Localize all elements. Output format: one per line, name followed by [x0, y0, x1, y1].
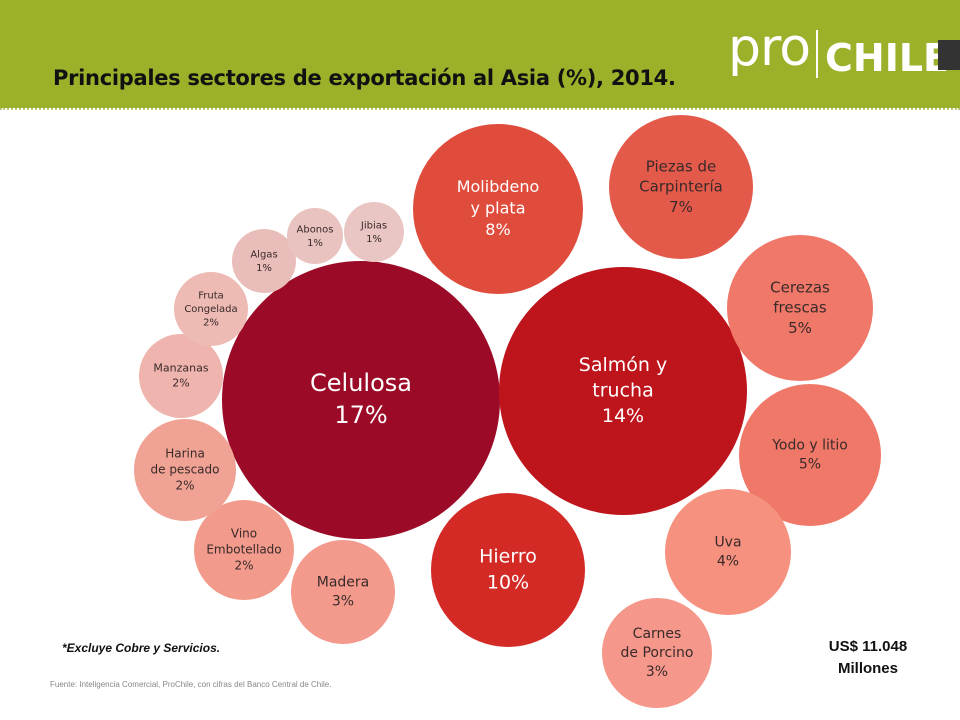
bubble-value-label: 3%: [332, 593, 354, 609]
bubble-circle: [739, 384, 881, 526]
bubble-value-label: 2%: [175, 479, 194, 493]
bubble-category-label: Vino: [231, 526, 257, 540]
bubble-category-label: de Porcino: [621, 645, 694, 661]
footnote: *Excluye Cobre y Servicios.: [62, 641, 221, 655]
bubble-circle: [134, 419, 236, 521]
total-amount: US$ 11.048: [828, 638, 908, 655]
bubble-4: Piezas de Carpintería 7%: [609, 115, 753, 259]
bubble-13: Fruta Congelada 2%: [174, 272, 248, 346]
bubble-circle: [499, 267, 747, 515]
bubble-category-label: de pescado: [151, 463, 220, 477]
logo-text-pro: pro: [728, 18, 811, 78]
bubble-circle: [174, 272, 248, 346]
bubble-category-label: Cerezas: [770, 278, 830, 296]
chart-title: Principales sectores de exportación al A…: [53, 66, 676, 90]
bubble-category-label: Piezas de: [646, 157, 717, 175]
bubble-category-label: Algas: [250, 249, 277, 260]
bubble-1: Salmón y trucha 14%: [499, 267, 747, 515]
bubble-circle: [609, 115, 753, 259]
bubble-value-label: 5%: [788, 319, 812, 337]
bubble-14: Algas 1%: [232, 229, 296, 293]
bubble-category-label: Harina: [165, 446, 205, 460]
bubble-category-label: Uva: [714, 535, 741, 551]
bubble-category-label: Yodo y litio: [771, 438, 848, 454]
bubble-16: Jibias 1%: [344, 202, 404, 262]
bubble-value-label: 5%: [799, 456, 821, 472]
bubble-value-label: 1%: [256, 263, 272, 274]
bubble-category-label: Abonos: [297, 224, 334, 235]
bubble-8: Carnes de Porcino 3%: [602, 598, 712, 708]
bubble-circle: [194, 500, 294, 600]
bubble-circle: [291, 540, 395, 644]
bubble-0: Celulosa 17%: [222, 261, 500, 539]
bubble-category-label: trucha: [592, 380, 653, 402]
bubble-circle: [222, 261, 500, 539]
bubble-value-label: 17%: [334, 401, 387, 429]
bubble-category-label: Molibdeno: [457, 177, 540, 196]
bubble-6: Yodo y litio 5%: [739, 384, 881, 526]
bubble-value-label: 4%: [717, 553, 739, 569]
logo-square-icon: [938, 40, 960, 70]
bubble-value-label: 2%: [203, 318, 219, 329]
bubble-category-label: Manzanas: [153, 362, 208, 375]
bubble-circle: [344, 202, 404, 262]
bubble-value-label: 3%: [646, 664, 668, 680]
bubble-category-label: Fruta: [198, 291, 224, 302]
bubble-10: Vino Embotellado 2%: [194, 500, 294, 600]
bubble-11: Harina de pescado 2%: [134, 419, 236, 521]
prochile-logo: pro CHILE: [728, 18, 960, 82]
total-value: US$ 11.048 Millones: [800, 636, 936, 680]
bubble-value-label: 14%: [602, 405, 644, 427]
bubble-value-label: 2%: [172, 376, 189, 389]
bubble-circle: [139, 334, 223, 418]
bubble-circle: [287, 208, 343, 264]
bubble-circle: [727, 235, 873, 381]
bubble-3: Molibdeno y plata 8%: [413, 124, 583, 294]
bubble-value-label: 2%: [234, 559, 253, 573]
logo-text-chile: CHILE: [825, 36, 950, 80]
bubble-category-label: frescas: [773, 299, 827, 317]
bubble-circle: [413, 124, 583, 294]
bubble-15: Abonos 1%: [287, 208, 343, 264]
source-note: Fuente: Inteligencia Comercial, ProChile…: [50, 680, 332, 689]
bubble-2: Hierro 10%: [431, 493, 585, 647]
bubble-5: Cerezas frescas 5%: [727, 235, 873, 381]
bubble-7: Uva 4%: [665, 489, 791, 615]
bubble-value-label: 7%: [669, 198, 693, 216]
logo-divider: [816, 30, 818, 78]
bubble-value-label: 8%: [485, 220, 510, 239]
bubble-value-label: 10%: [487, 571, 529, 593]
bubble-circle: [232, 229, 296, 293]
bubble-category-label: Embotellado: [206, 543, 281, 557]
bubble-circle: [602, 598, 712, 708]
bubble-category-label: Congelada: [184, 304, 237, 315]
header-divider: [0, 108, 960, 110]
bubble-category-label: Carpintería: [639, 178, 723, 196]
header-band: Principales sectores de exportación al A…: [0, 0, 960, 108]
bubble-category-label: Jibias: [360, 220, 387, 231]
bubble-category-label: Hierro: [479, 546, 537, 568]
bubble-category-label: Madera: [317, 575, 370, 591]
bubble-value-label: 1%: [307, 238, 323, 249]
bubble-category-label: Carnes: [633, 626, 682, 642]
bubble-circle: [431, 493, 585, 647]
bubble-value-label: 1%: [366, 234, 382, 245]
bubble-category-label: y plata: [470, 199, 525, 218]
bubble-circle: [665, 489, 791, 615]
bubble-category-label: Celulosa: [310, 369, 412, 397]
bubble-9: Madera 3%: [291, 540, 395, 644]
total-unit: Millones: [837, 660, 898, 677]
bubble-category-label: Salmón y: [579, 354, 667, 376]
